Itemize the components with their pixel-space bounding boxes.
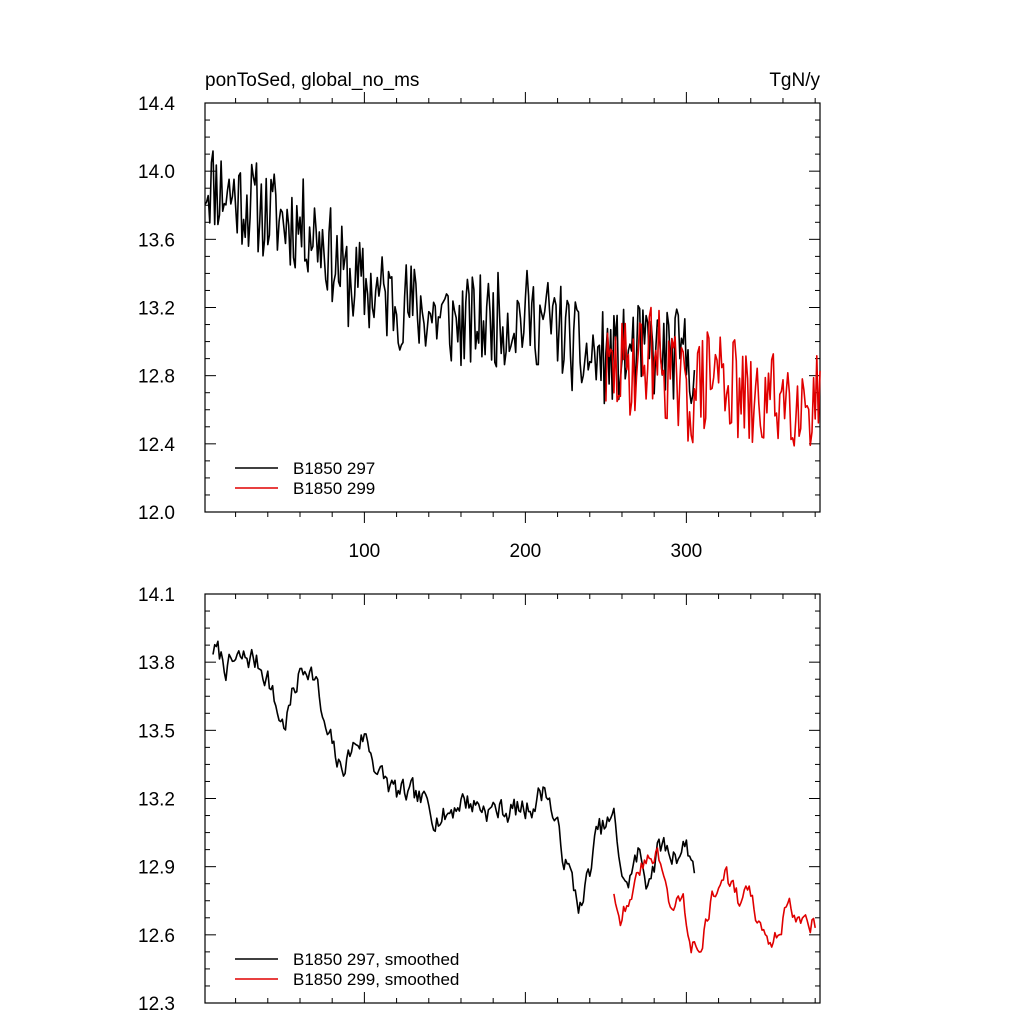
y-tick-label: 12.6 [138, 926, 175, 947]
legend-label: B1850 297, smoothed [293, 950, 459, 969]
y-tick-label: 13.8 [138, 653, 175, 674]
y-tick-label: 14.1 [138, 585, 175, 606]
y-tick-label: 13.2 [138, 299, 175, 320]
y-tick-label: 13.2 [138, 790, 175, 811]
y-tick-label: 12.0 [138, 503, 175, 524]
y-tick-label: 12.4 [138, 435, 175, 456]
y-tick-label: 14.4 [138, 94, 175, 115]
bottom-panel: 12.3 12.6 12.9 13.2 13.5 13.8 14.1 B1850 297, s… [138, 585, 821, 1015]
plot-frame [204, 102, 821, 513]
series-line-297 [212, 640, 696, 914]
y-tick-label: 13.5 [138, 721, 175, 742]
x-tick-label: 300 [671, 541, 703, 562]
y-tick-label: 12.3 [138, 994, 175, 1015]
top-title-left: ponToSed, global_no_ms [205, 70, 419, 91]
legend-label: B1850 299, smoothed [293, 970, 459, 989]
legend-label: B1850 297 [293, 459, 375, 478]
top-title-right: TgN/y [769, 70, 820, 91]
top-panel: ponToSed, global_no_ms TgN/y 12.0 12.4 12.… [138, 70, 821, 562]
y-tick-label: 13.6 [138, 230, 175, 251]
y-tick-label: 12.8 [138, 367, 175, 388]
y-tick-label: 14.0 [138, 162, 175, 183]
legend-label: B1850 299 [293, 479, 375, 498]
series-line-299 [613, 847, 816, 954]
series-line-299 [605, 306, 821, 447]
x-tick-label: 100 [349, 541, 381, 562]
y-tick-label: 12.9 [138, 858, 175, 879]
x-tick-label: 200 [510, 541, 542, 562]
plot-frame [204, 593, 821, 1004]
